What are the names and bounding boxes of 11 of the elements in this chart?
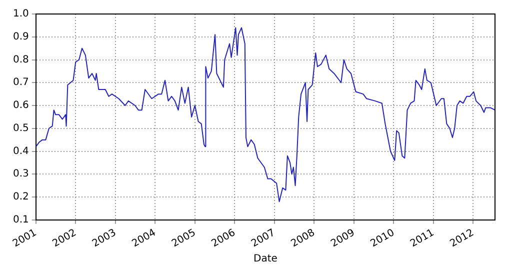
y-tick-label: 0.4 — [12, 146, 29, 157]
y-tick-label: 0.1 — [12, 214, 29, 226]
y-tick-label: 0.6 — [12, 100, 29, 112]
y-tick-label: 0.2 — [12, 192, 29, 203]
y-tick-label: 0.9 — [12, 31, 29, 42]
x-axis-title: Date — [254, 254, 278, 265]
y-tick-label: 1.0 — [12, 8, 29, 20]
y-tick-label: 0.8 — [12, 54, 29, 66]
y-tick-label: 0.5 — [12, 122, 29, 134]
y-tick-label: 0.3 — [12, 168, 29, 180]
y-tick-label: 0.7 — [12, 77, 29, 88]
